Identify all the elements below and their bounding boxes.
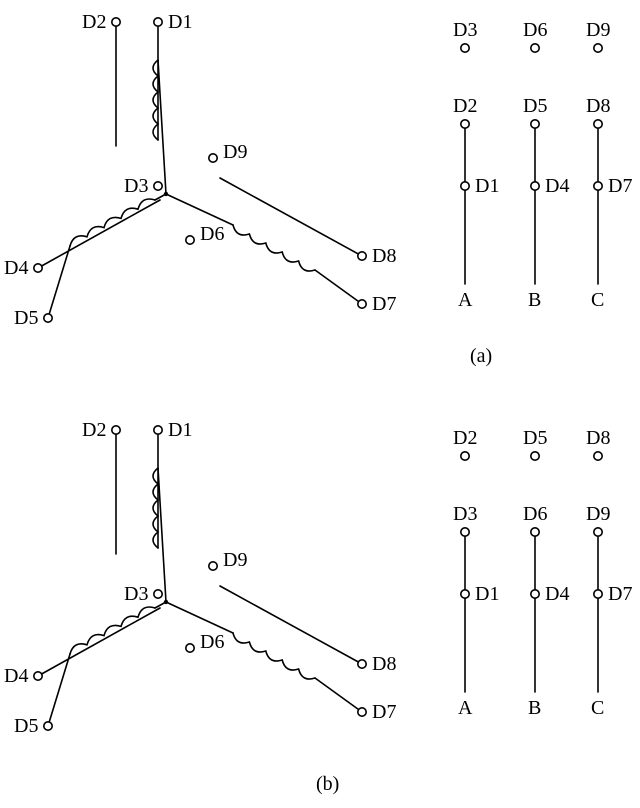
tb-terminal-D8 — [594, 120, 602, 128]
label-D2: D2 — [82, 11, 106, 33]
tb-label-D4: D4 — [545, 583, 569, 605]
terminal-D8 — [358, 660, 366, 668]
terminal-D1 — [154, 18, 162, 26]
tb-label-D8: D8 — [586, 427, 610, 449]
label-D5: D5 — [14, 715, 38, 737]
caption-b: (b) — [316, 773, 339, 795]
tb-terminal-D3 — [461, 528, 469, 536]
tb-terminal-D5 — [531, 120, 539, 128]
phase-label-B: B — [528, 289, 541, 311]
tb-terminal-D2 — [461, 452, 469, 460]
terminal-D7 — [358, 300, 366, 308]
coil — [233, 225, 315, 271]
terminal-D9 — [209, 562, 217, 570]
tb-terminal-D9 — [594, 528, 602, 536]
tb-label-D3: D3 — [453, 19, 477, 41]
wye-neutral — [164, 192, 168, 196]
label-D4: D4 — [4, 665, 28, 687]
coil — [70, 607, 155, 654]
terminal-D7 — [358, 708, 366, 716]
tb-terminal-D7 — [594, 590, 602, 598]
tb-terminal-D4 — [531, 182, 539, 190]
phase-label-C: C — [591, 697, 604, 719]
terminal-D5 — [44, 314, 52, 322]
label-D9: D9 — [223, 549, 247, 571]
terminal-D6 — [186, 236, 194, 244]
coil — [233, 633, 315, 679]
terminal-D9 — [209, 154, 217, 162]
tb-terminal-D6 — [531, 44, 539, 52]
terminal-D3 — [154, 182, 162, 190]
tb-terminal-D5 — [531, 452, 539, 460]
label-D7: D7 — [372, 293, 396, 315]
terminal-D8 — [358, 252, 366, 260]
label-D4: D4 — [4, 257, 28, 279]
tb-label-D2: D2 — [453, 95, 477, 117]
coil — [70, 199, 155, 246]
label-D8: D8 — [372, 653, 396, 675]
tb-terminal-D3 — [461, 44, 469, 52]
tb-label-D1: D1 — [475, 583, 499, 605]
tb-terminal-D1 — [461, 590, 469, 598]
terminal-D4 — [34, 264, 42, 272]
terminal-D5 — [44, 722, 52, 730]
tb-label-D3: D3 — [453, 503, 477, 525]
tb-label-D6: D6 — [523, 19, 547, 41]
tb-label-D2: D2 — [453, 427, 477, 449]
phase-label-A: A — [458, 289, 473, 311]
label-D1: D1 — [168, 11, 192, 33]
terminal-D1 — [154, 426, 162, 434]
tb-label-D5: D5 — [523, 95, 547, 117]
wye-neutral — [164, 600, 168, 604]
caption-a: (a) — [470, 345, 492, 367]
label-D3: D3 — [124, 175, 148, 197]
label-D5: D5 — [14, 307, 38, 329]
phase-label-B: B — [528, 697, 541, 719]
panel: D1 D3 D2 D7 D9 D8 D5 D6 D4 D3 D6 D9 D2 D1 A D5 D4 B D8 D7 C — [4, 11, 632, 329]
tb-terminal-D2 — [461, 120, 469, 128]
label-D7: D7 — [372, 701, 396, 723]
tb-label-D9: D9 — [586, 503, 610, 525]
phase-label-C: C — [591, 289, 604, 311]
tb-label-D6: D6 — [523, 503, 547, 525]
tb-terminal-D1 — [461, 182, 469, 190]
label-D6: D6 — [200, 223, 224, 245]
phase-label-A: A — [458, 697, 473, 719]
tb-terminal-D6 — [531, 528, 539, 536]
terminal-D2 — [112, 18, 120, 26]
tb-label-D1: D1 — [475, 175, 499, 197]
terminal-D6 — [186, 644, 194, 652]
tb-label-D5: D5 — [523, 427, 547, 449]
tb-label-D7: D7 — [608, 583, 632, 605]
label-D2: D2 — [82, 419, 106, 441]
tb-label-D4: D4 — [545, 175, 569, 197]
terminal-D2 — [112, 426, 120, 434]
label-D6: D6 — [200, 631, 224, 653]
terminal-D3 — [154, 590, 162, 598]
label-D3: D3 — [124, 583, 148, 605]
label-D8: D8 — [372, 245, 396, 267]
tb-terminal-D4 — [531, 590, 539, 598]
tb-terminal-D8 — [594, 452, 602, 460]
tb-terminal-D9 — [594, 44, 602, 52]
winding-diagram: D1 D3 D2 D7 D9 D8 D5 D6 D4 D3 D6 D9 D2 D1 A D5 D4 B D8 D7 C (… — [0, 0, 640, 808]
terminal-D4 — [34, 672, 42, 680]
tb-label-D8: D8 — [586, 95, 610, 117]
panel: D1 D3 D2 D7 D9 D8 D5 D6 D4 D2 D5 D8 D3 D1 A D6 D4 B D9 D7 C — [4, 419, 632, 737]
tb-terminal-D7 — [594, 182, 602, 190]
tb-label-D7: D7 — [608, 175, 632, 197]
tb-label-D9: D9 — [586, 19, 610, 41]
label-D1: D1 — [168, 419, 192, 441]
label-D9: D9 — [223, 141, 247, 163]
